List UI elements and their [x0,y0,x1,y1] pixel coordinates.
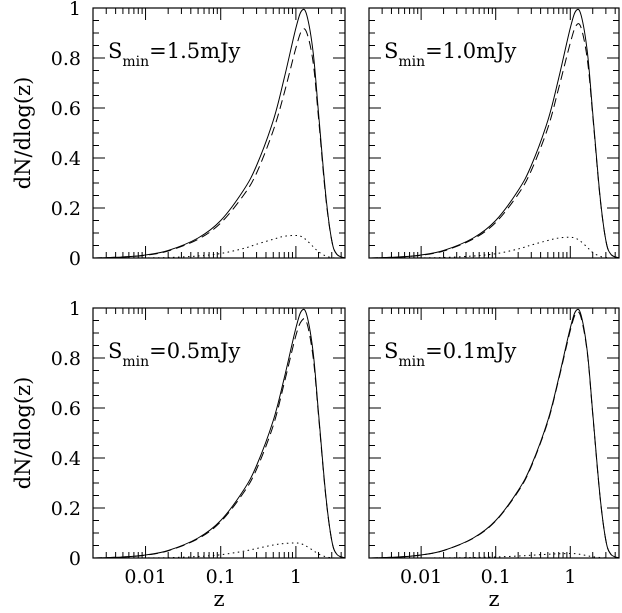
tick-labels: 0 0.2 0.4 0.6 0.8 1 [51,0,81,270]
series-line-dotted [368,236,619,259]
x-tick-label: 0.01 [124,566,166,588]
y-tick-label: 0.2 [51,498,81,520]
axis-ticks [92,7,345,259]
y-axis-label-bottom: dN/dlog(z) [11,377,35,490]
axis-ticks [368,7,619,259]
y-tick-label: 0.2 [51,198,81,220]
x-tick-label: 1 [564,566,576,588]
y-axis-label-top: dN/dlog(z) [11,77,35,190]
smin-annotation: Smin=1.0mJy [384,39,516,70]
tick-labels: 0.01 0.1 1 [400,566,576,588]
series-line-dashed [368,23,620,259]
series-line-dashed [368,311,620,559]
x-tick-label: 0.1 [481,566,511,588]
panel-smin-1.0: Smin=1.0mJy [368,7,620,259]
panel-smin-1.5: 0 0.2 0.4 0.6 0.8 1 Smin=1.5mJy [51,0,346,270]
y-tick-label: 1 [69,298,81,320]
series-group [92,308,346,559]
y-tick-label: 1 [69,0,81,20]
x-axis-label-right: z [488,587,499,611]
smin-annotation: Smin=0.1mJy [384,339,516,370]
y-tick-label: 0 [69,248,81,270]
y-tick-label: 0 [69,548,81,570]
series-line-dashed [92,28,346,259]
series-group [368,8,620,259]
y-tick-label: 0.8 [51,48,81,70]
smin-annotation: Smin=1.5mJy [108,39,240,70]
x-axis-label-left: z [213,587,224,611]
series-line-dashed [92,318,346,559]
x-tick-label: 0.1 [206,566,236,588]
series-group [368,308,620,559]
y-tick-label: 0.4 [51,148,81,170]
series-line-dotted [93,542,345,559]
y-tick-label: 0.4 [51,448,81,470]
smin-annotation: Smin=0.5mJy [108,339,240,370]
y-tick-label: 0.6 [51,98,81,120]
panel-smin-0.5: 0 0.2 0.4 0.6 0.8 1 0.01 0.1 1 Smin=0.5mJy [51,298,346,588]
tick-labels: 0 0.2 0.4 0.6 0.8 1 0.01 0.1 1 [51,298,302,588]
y-tick-label: 0.8 [51,348,81,370]
series-line-dotted [369,552,619,559]
axis-ticks [368,307,619,559]
x-tick-label: 0.01 [400,566,442,588]
x-tick-label: 1 [290,566,302,588]
series-line-dotted [92,234,345,259]
panel-smin-0.1: 0.01 0.1 1 Smin=0.1mJy [368,307,620,588]
series-group [92,8,346,259]
y-tick-label: 0.6 [51,398,81,420]
